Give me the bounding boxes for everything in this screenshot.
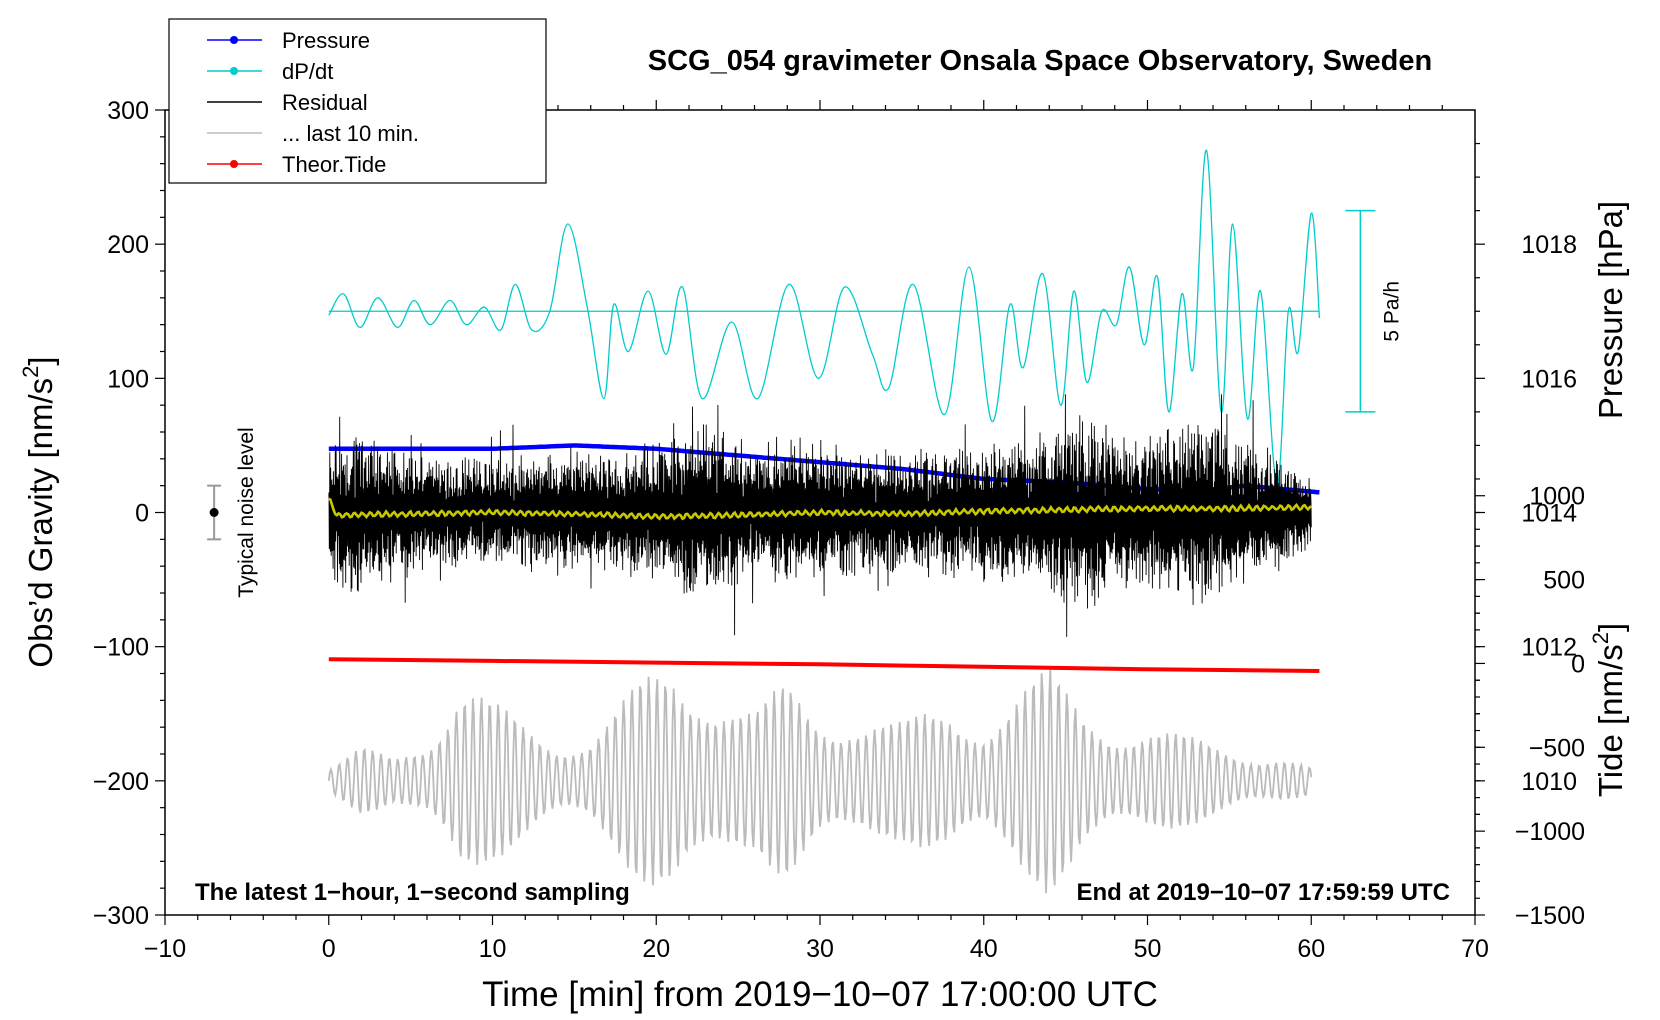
y-axis-title-pressure: Pressure [hPa] — [1592, 201, 1629, 419]
y-axis-title-left: Obs’d Gravity [nm/s2] — [18, 356, 59, 667]
last-10-min-line — [327, 668, 1313, 894]
y-axis-title-left-end: ] — [22, 356, 59, 365]
legend-label: Pressure — [282, 28, 370, 53]
residual-line — [328, 394, 1312, 637]
tide-tick-label: −1500 — [1515, 902, 1585, 930]
x-axis-title: Time [min] from 2019−10−07 17:00:00 UTC — [482, 975, 1158, 1014]
axis-labels: −10 0 10 20 30 40 50 60 70−300−200−1000100200300… — [18, 45, 1629, 1014]
y-axis-title-tide-end: ] — [1592, 623, 1629, 632]
y-axis-title-left-sup: 2 — [18, 366, 43, 378]
legend-label: Residual — [282, 90, 368, 115]
x-tick-label: 10 — [479, 935, 507, 963]
legend-label: dP/dt — [282, 59, 333, 84]
chart-title: SCG_054 gravimeter Onsala Space Observat… — [648, 45, 1432, 77]
y-axis-title-tide: Tide [nm/s2] — [1588, 623, 1629, 797]
x-tick-label: 60 — [1297, 935, 1325, 963]
legend-marker — [230, 160, 238, 168]
tide-tick-label: 500 — [1543, 567, 1585, 595]
pressure-tick-label: 1016 — [1521, 365, 1577, 393]
x-tick-label: 70 — [1461, 935, 1489, 963]
y-tick-label: 100 — [107, 365, 149, 393]
y-tick-label: 300 — [107, 97, 149, 125]
y-axis-title-tide-sup: 2 — [1588, 632, 1613, 644]
y-tick-label: 200 — [107, 231, 149, 259]
y-tick-label: −100 — [93, 634, 149, 662]
scale-bar-label: 5 Pa/h — [1380, 281, 1403, 342]
y-axis-title-left-main: Obs’d Gravity [nm/s — [22, 378, 59, 668]
noise-label: Typical noise level — [235, 427, 258, 597]
legend-marker — [230, 67, 238, 75]
x-tick-label: −10 — [144, 935, 186, 963]
y-tick-label: −300 — [93, 902, 149, 930]
plot-frame — [164, 109, 1476, 916]
data-series — [327, 149, 1321, 894]
pressure-tick-label: 1014 — [1521, 500, 1577, 528]
legend-box — [168, 18, 547, 184]
x-tick-label: 40 — [970, 935, 998, 963]
x-tick-label: 20 — [642, 935, 670, 963]
noise-bar-dot — [209, 508, 219, 517]
y-tick-label: 0 — [135, 500, 149, 528]
y-tick-label: −200 — [93, 768, 149, 796]
pressure-tick-label: 1012 — [1521, 634, 1577, 662]
tide-line — [328, 657, 1320, 673]
tide-tick-label: −1000 — [1515, 818, 1585, 846]
pressure-tick-label: 1018 — [1521, 231, 1577, 259]
tide-tick-label: 1000 — [1529, 483, 1585, 511]
smoothed-residual-line — [328, 497, 1313, 521]
bottom-right-note: End at 2019−10−07 17:59:59 UTC — [1076, 879, 1450, 906]
bottom-left-note: The latest 1−hour, 1−second sampling — [195, 879, 630, 906]
legend-label: ... last 10 min. — [282, 121, 419, 146]
y-axis-title-tide-main: Tide [nm/s — [1592, 644, 1629, 797]
annotations: Typical noise level 5 Pa/h The latest 1−ho… — [195, 209, 1450, 906]
legend-label: Theor.Tide — [282, 152, 386, 177]
tide-tick-label: 0 — [1571, 650, 1585, 678]
legend: Pressure dP/dt Residual ... last 10 min. The… — [168, 18, 547, 184]
x-tick-label: 50 — [1134, 935, 1162, 963]
x-tick-label: 0 — [322, 935, 336, 963]
legend-marker — [230, 36, 238, 44]
pressure-tick-label: 1010 — [1521, 768, 1577, 796]
x-tick-label: 30 — [806, 935, 834, 963]
dpdt-line — [328, 149, 1321, 487]
tide-tick-label: −500 — [1529, 734, 1585, 762]
